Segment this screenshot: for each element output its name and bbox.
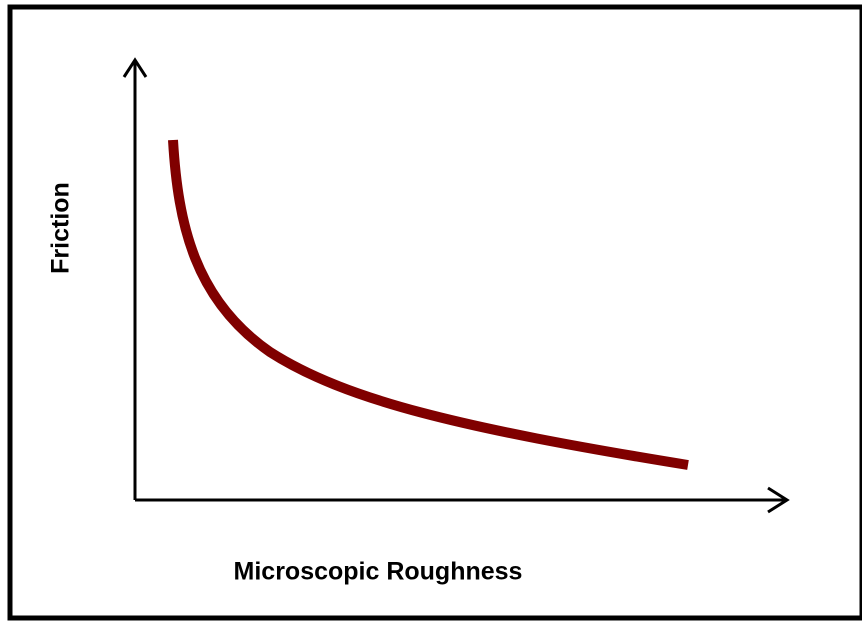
y-axis-arrow xyxy=(122,57,148,78)
curve xyxy=(168,139,689,470)
x-axis-label: Microscopic Roughness xyxy=(234,558,523,586)
frame xyxy=(7,4,862,621)
x-axis-arrow xyxy=(767,486,790,514)
y-axis-label: Friction xyxy=(47,182,75,274)
